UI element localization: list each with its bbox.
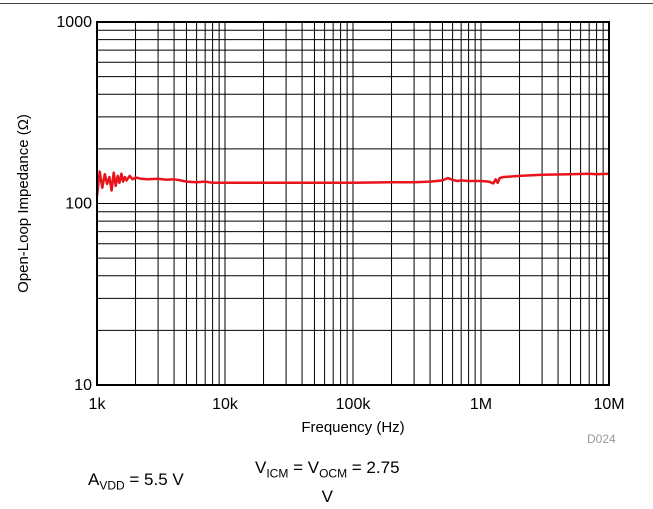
x-tick-label: 10k <box>212 396 239 413</box>
avdd-condition: AVDD = 5.5 V <box>88 470 184 493</box>
series-group <box>95 170 610 197</box>
figure-code: D024 <box>587 432 616 446</box>
x-tick-label: 100k <box>336 396 372 413</box>
grid <box>97 22 609 385</box>
x-tick-label: 1k <box>89 396 107 413</box>
y-tick-label: 100 <box>65 196 92 213</box>
y-tick-label: 1000 <box>56 14 92 31</box>
plot-frame <box>96 21 610 386</box>
x-tick-label: 1M <box>470 396 492 413</box>
y-tick-label: 10 <box>74 377 92 394</box>
tick-labels: 1k 10k 100k 1M 10M 10 100 1000 <box>56 14 624 413</box>
x-tick-label: 10M <box>593 396 624 413</box>
y-axis-label: Open-Loop Impedance (Ω) <box>15 114 32 293</box>
top-rule <box>0 3 653 4</box>
x-axis-label: Frequency (Hz) <box>301 419 404 436</box>
vicm-condition: VICM = VOCM = 2.75 V <box>255 458 400 507</box>
series-line <box>95 170 610 197</box>
